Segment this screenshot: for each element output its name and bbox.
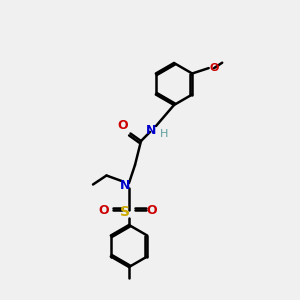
Text: N: N: [146, 124, 157, 137]
Text: O: O: [209, 63, 219, 73]
Text: S: S: [120, 206, 130, 219]
Text: H: H: [160, 129, 168, 140]
Text: O: O: [98, 203, 109, 217]
Text: O: O: [117, 119, 128, 132]
Text: O: O: [146, 203, 157, 217]
Text: N: N: [120, 179, 130, 192]
